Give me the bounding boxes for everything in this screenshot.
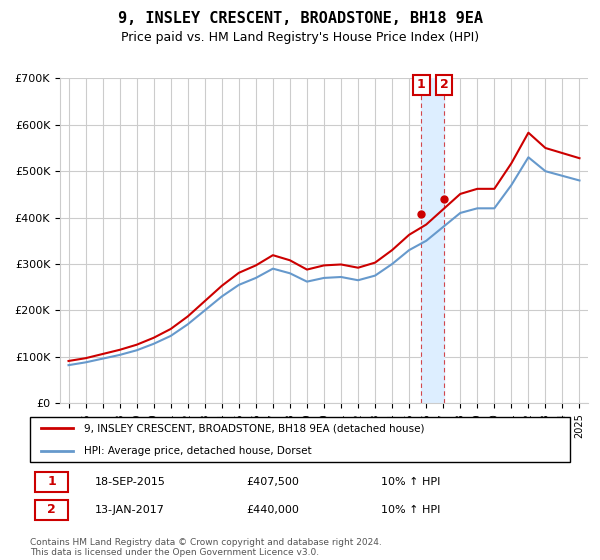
Text: 10% ↑ HPI: 10% ↑ HPI <box>381 505 440 515</box>
Text: 1: 1 <box>417 78 426 91</box>
Text: 1: 1 <box>47 475 56 488</box>
Text: 2: 2 <box>440 78 448 91</box>
Text: Contains HM Land Registry data © Crown copyright and database right 2024.
This d: Contains HM Land Registry data © Crown c… <box>30 538 382 557</box>
Text: 10% ↑ HPI: 10% ↑ HPI <box>381 477 440 487</box>
Text: Price paid vs. HM Land Registry's House Price Index (HPI): Price paid vs. HM Land Registry's House … <box>121 31 479 44</box>
Text: 13-JAN-2017: 13-JAN-2017 <box>95 505 164 515</box>
Bar <box>421 78 444 403</box>
Text: HPI: Average price, detached house, Dorset: HPI: Average price, detached house, Dors… <box>84 446 311 456</box>
Text: 9, INSLEY CRESCENT, BROADSTONE, BH18 9EA (detached house): 9, INSLEY CRESCENT, BROADSTONE, BH18 9EA… <box>84 423 425 433</box>
Text: £440,000: £440,000 <box>246 505 299 515</box>
FancyBboxPatch shape <box>35 472 68 492</box>
FancyBboxPatch shape <box>35 500 68 520</box>
Text: 2: 2 <box>47 503 56 516</box>
Text: 18-SEP-2015: 18-SEP-2015 <box>95 477 166 487</box>
Text: £407,500: £407,500 <box>246 477 299 487</box>
FancyBboxPatch shape <box>30 417 570 462</box>
Text: 9, INSLEY CRESCENT, BROADSTONE, BH18 9EA: 9, INSLEY CRESCENT, BROADSTONE, BH18 9EA <box>118 11 482 26</box>
